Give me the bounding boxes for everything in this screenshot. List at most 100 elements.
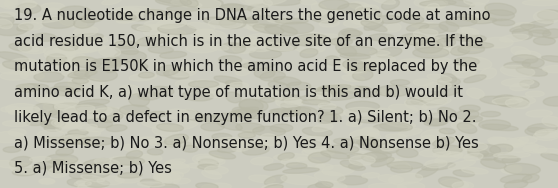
Ellipse shape [459, 105, 480, 112]
Ellipse shape [387, 158, 411, 170]
Ellipse shape [362, 173, 379, 178]
Ellipse shape [504, 163, 540, 175]
Ellipse shape [319, 0, 349, 10]
Ellipse shape [357, 140, 386, 147]
Ellipse shape [343, 60, 364, 70]
Ellipse shape [336, 44, 357, 56]
Ellipse shape [425, 3, 440, 14]
Ellipse shape [365, 133, 381, 140]
Ellipse shape [227, 17, 258, 23]
Ellipse shape [155, 172, 181, 185]
Ellipse shape [352, 136, 377, 145]
Ellipse shape [521, 24, 550, 34]
Ellipse shape [0, 72, 28, 80]
Ellipse shape [502, 78, 534, 86]
Ellipse shape [267, 91, 282, 101]
Ellipse shape [51, 119, 81, 129]
Ellipse shape [165, 134, 189, 145]
Ellipse shape [68, 78, 104, 89]
Ellipse shape [380, 122, 412, 131]
Ellipse shape [232, 107, 257, 118]
Ellipse shape [33, 103, 59, 116]
Ellipse shape [324, 92, 358, 100]
Ellipse shape [271, 108, 292, 114]
Ellipse shape [464, 153, 483, 161]
Ellipse shape [47, 86, 75, 96]
Ellipse shape [412, 39, 434, 45]
Ellipse shape [186, 44, 218, 53]
Ellipse shape [260, 134, 279, 146]
Ellipse shape [302, 127, 333, 136]
Ellipse shape [434, 35, 455, 42]
Ellipse shape [327, 145, 359, 153]
Ellipse shape [40, 3, 65, 11]
Ellipse shape [248, 4, 268, 11]
Ellipse shape [17, 84, 33, 91]
Ellipse shape [187, 0, 223, 8]
Ellipse shape [235, 68, 250, 76]
Ellipse shape [295, 11, 324, 19]
Ellipse shape [33, 33, 56, 41]
Ellipse shape [182, 146, 198, 152]
Ellipse shape [229, 140, 268, 148]
Ellipse shape [535, 129, 558, 138]
Ellipse shape [3, 61, 25, 70]
Ellipse shape [58, 43, 78, 51]
Ellipse shape [347, 63, 376, 71]
Ellipse shape [222, 5, 253, 10]
Ellipse shape [103, 114, 123, 123]
Ellipse shape [328, 111, 345, 117]
Ellipse shape [147, 149, 163, 155]
Ellipse shape [67, 178, 89, 186]
Ellipse shape [55, 58, 90, 64]
Ellipse shape [439, 22, 459, 32]
Ellipse shape [233, 38, 256, 45]
Text: likely lead to a defect in enzyme function? 1. a) Silent; b) No 2.: likely lead to a defect in enzyme functi… [14, 110, 477, 125]
Ellipse shape [167, 6, 199, 12]
Ellipse shape [338, 4, 363, 13]
Ellipse shape [422, 96, 448, 104]
Ellipse shape [263, 0, 288, 5]
Ellipse shape [325, 59, 352, 69]
Ellipse shape [219, 18, 246, 29]
Ellipse shape [482, 37, 513, 48]
Ellipse shape [426, 58, 451, 66]
Ellipse shape [346, 121, 362, 126]
Ellipse shape [437, 38, 455, 47]
Ellipse shape [452, 63, 469, 73]
Ellipse shape [344, 67, 367, 75]
Ellipse shape [85, 180, 109, 187]
Ellipse shape [346, 101, 379, 112]
Text: mutation is E150K in which the amino acid E is replaced by the: mutation is E150K in which the amino aci… [14, 59, 477, 74]
Ellipse shape [0, 14, 14, 26]
Ellipse shape [258, 39, 276, 50]
Ellipse shape [211, 137, 244, 147]
Ellipse shape [354, 8, 382, 18]
Ellipse shape [339, 29, 360, 41]
Ellipse shape [143, 24, 177, 37]
Ellipse shape [454, 57, 479, 66]
Ellipse shape [480, 159, 506, 169]
Ellipse shape [264, 0, 301, 5]
Ellipse shape [41, 120, 65, 129]
Ellipse shape [42, 17, 75, 28]
Ellipse shape [124, 12, 153, 21]
Ellipse shape [61, 53, 85, 63]
Ellipse shape [350, 15, 382, 25]
Ellipse shape [0, 0, 17, 7]
Ellipse shape [510, 25, 535, 32]
Ellipse shape [275, 18, 308, 24]
Ellipse shape [276, 98, 303, 107]
Ellipse shape [501, 65, 535, 77]
Ellipse shape [483, 10, 514, 21]
Ellipse shape [419, 94, 445, 103]
Ellipse shape [466, 14, 492, 23]
Ellipse shape [106, 125, 127, 132]
Ellipse shape [273, 154, 311, 161]
Ellipse shape [156, 30, 186, 40]
Ellipse shape [17, 3, 41, 14]
Ellipse shape [281, 159, 300, 165]
Ellipse shape [338, 46, 377, 56]
Ellipse shape [526, 110, 552, 117]
Ellipse shape [32, 160, 65, 169]
